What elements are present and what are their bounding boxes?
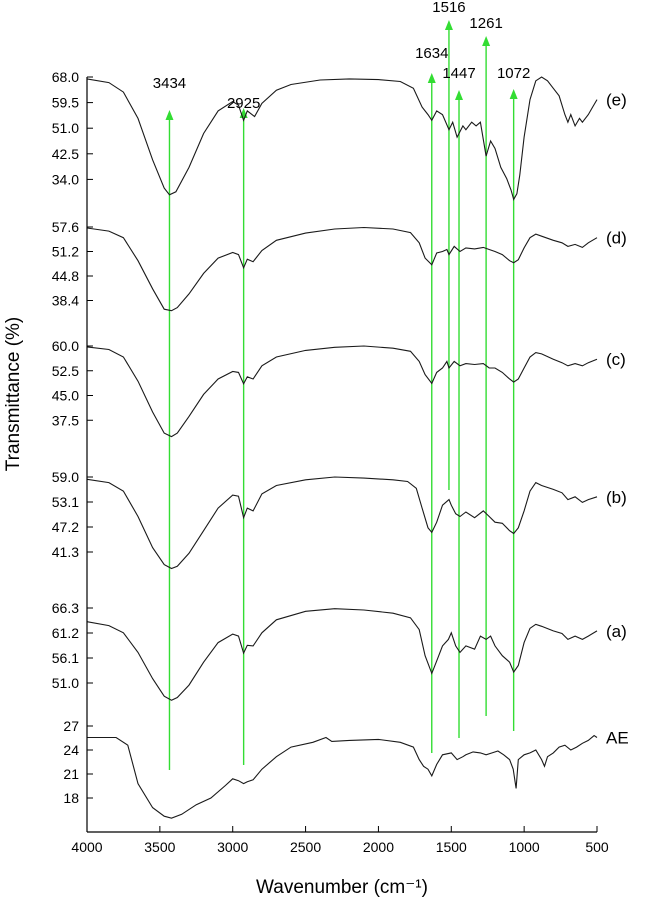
x-tick-label: 1500 [436, 839, 467, 855]
peak-arrowhead [455, 90, 464, 100]
peak-label: 1072 [497, 65, 530, 82]
x-tick-label: 2000 [363, 839, 394, 855]
peak-label: 1516 [432, 0, 465, 16]
y-tick-label: 24 [63, 742, 79, 758]
y-tick-label: 44.8 [52, 268, 79, 284]
y-tick-label: 57.6 [52, 219, 79, 235]
spectra-layer [86, 76, 598, 819]
spectrum-line-1 [86, 226, 598, 312]
series-label: (b) [606, 488, 627, 507]
y-tick-label: 51.0 [52, 675, 79, 691]
y-tick-label: 51.0 [52, 120, 79, 136]
annotation-arrows [165, 20, 518, 770]
peak-arrowhead [165, 110, 174, 120]
y-tick-label: 27 [63, 718, 79, 734]
y-tick-label: 21 [63, 766, 79, 782]
y-tick-label: 38.4 [52, 293, 79, 309]
y-tick-label: 37.5 [52, 412, 79, 428]
y-tick-label: 56.1 [52, 650, 79, 666]
spectrum-line-4 [86, 608, 598, 701]
y-tick-label: 68.0 [52, 69, 79, 85]
y-tick-label: 18 [63, 790, 79, 806]
x-axis-title: Wavenumber (cm⁻¹) [256, 877, 428, 898]
y-tick-label: 34.0 [52, 171, 79, 187]
peak-label: 2925 [227, 95, 260, 112]
label-layer: 68.0 59.5 51.0 42.5 34.0 (e) 57.6 51.2 44.8 38.4 (… [52, 0, 629, 855]
y-tick-label: 45.0 [52, 388, 79, 404]
peak-label: 1634 [415, 45, 448, 62]
x-tick-label: 3000 [217, 839, 248, 855]
peak-label: 3434 [153, 75, 186, 92]
y-tick-label: 47.2 [52, 519, 79, 535]
y-tick-label: 66.3 [52, 600, 79, 616]
y-tick-label: 59.5 [52, 95, 79, 111]
x-tick-label: 4000 [71, 839, 102, 855]
series-label: AE [606, 729, 629, 748]
peak-arrowhead [444, 20, 453, 30]
axes [86, 77, 597, 833]
y-tick-label: 52.5 [52, 363, 79, 379]
x-tick-label: 500 [585, 839, 609, 855]
y-tick-label: 42.5 [52, 146, 79, 162]
spectrum-line-5 [87, 734, 598, 819]
spectrum-line-3 [86, 476, 598, 570]
tick-layer [86, 76, 598, 832]
peak-label: 1261 [469, 15, 502, 32]
series-label: (d) [606, 229, 627, 248]
peak-arrowhead [482, 36, 491, 46]
spectrum-line-0 [86, 76, 598, 201]
series-label: (e) [606, 91, 627, 110]
peak-label: 1447 [442, 65, 475, 82]
y-tick-label: 59.0 [52, 469, 79, 485]
x-tick-label: 3500 [144, 839, 175, 855]
y-axis-title: Transmittance (%) [3, 317, 24, 472]
series-label: (a) [606, 622, 627, 641]
y-tick-label: 60.0 [52, 338, 79, 354]
y-tick-label: 61.2 [52, 625, 79, 641]
y-tick-label: 53.1 [52, 494, 79, 510]
spectrum-line-2 [86, 345, 598, 438]
peak-arrowhead [427, 73, 436, 83]
series-label: (c) [606, 350, 626, 369]
y-tick-label: 51.2 [52, 244, 79, 260]
x-tick-label: 1000 [509, 839, 540, 855]
y-tick-label: 41.3 [52, 544, 79, 560]
x-tick-label: 2500 [290, 839, 321, 855]
peak-arrowhead [509, 89, 518, 99]
